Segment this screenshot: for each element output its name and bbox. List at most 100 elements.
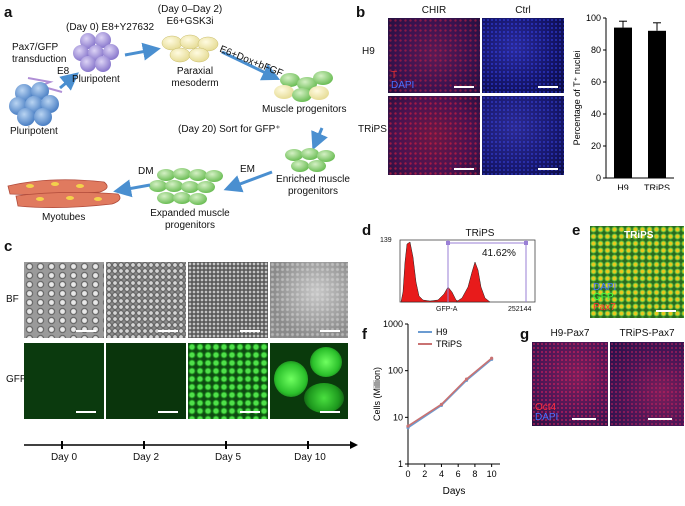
data-point <box>439 402 444 406</box>
scale-bar <box>454 86 474 88</box>
scale-bar <box>76 411 96 413</box>
image-bf-day2 <box>106 262 186 338</box>
differentiation-schematic <box>7 32 335 208</box>
growth-line-chart: 1 10 100 1000 0 2 4 6 8 10 Days Cells (Million) H9 TR… <box>372 319 500 497</box>
em-label: EM <box>240 164 255 175</box>
scale-bar <box>538 168 558 170</box>
y-tick-label: 20 <box>591 141 601 151</box>
y-axis-label: Cells (Million) <box>372 367 382 421</box>
scale-bar <box>656 310 676 312</box>
flow-cytometry-histogram <box>399 239 536 303</box>
image-h9-pax7-oct4: Oct4 DAPI <box>532 342 608 426</box>
image-h9-ctrl <box>482 18 564 93</box>
image-gfp-day5 <box>188 343 268 419</box>
image-bf-day10 <box>270 262 348 338</box>
y-tick-label: 10 <box>393 412 403 422</box>
stain-t-label: T <box>391 70 398 81</box>
x-tick-label: 8 <box>472 469 477 479</box>
scale-bar <box>158 330 178 332</box>
image-trips-chir <box>388 96 480 175</box>
day0-2-label: (Day 0–Day 2) E6+GSK3i <box>157 4 223 27</box>
scale-bar <box>538 86 558 88</box>
g-left-title: H9-Pax7 <box>550 328 590 339</box>
muscle-progenitor-cells <box>274 71 333 102</box>
panel-label-d: d <box>362 222 372 239</box>
scale-bar <box>320 330 340 332</box>
x-tick-label: H9 <box>617 183 629 190</box>
day-0-label: Day 0 <box>50 452 78 463</box>
myotubes-label: Myotubes <box>42 212 86 223</box>
transduction-label: Pax7/GFP transduction <box>12 42 67 65</box>
flow-xlabel: GFP-A <box>436 306 458 313</box>
g-dapi: DAPI <box>535 412 559 423</box>
e-pax7: Pax7 <box>593 302 616 313</box>
image-gfp-day10 <box>270 343 348 419</box>
sort-label: (Day 20) Sort for GFP⁺ <box>178 124 281 135</box>
paraxial-mesoderm-cells <box>161 34 219 63</box>
image-bf-day5 <box>188 262 268 338</box>
image-gfp-day0 <box>24 343 104 419</box>
timeline-axis <box>24 441 358 449</box>
row-gfp: GFP <box>6 374 27 385</box>
y-tick-label: 100 <box>388 366 403 376</box>
data-point <box>406 424 410 428</box>
muscle-progenitors-label: Muscle progenitors <box>262 104 347 115</box>
day-5-label: Day 5 <box>214 452 242 463</box>
enriched-progenitor-cells <box>285 148 335 172</box>
scale-bar <box>572 418 596 420</box>
panel-label-g: g <box>520 326 530 343</box>
scale-bar <box>240 330 260 332</box>
panel-label-a: a <box>4 4 13 21</box>
panel-label-c: c <box>4 238 13 255</box>
g-right-title: TRiPS-Pax7 <box>619 328 675 339</box>
flow-xmax: 252144 <box>508 306 532 313</box>
flow-gate-percent: 41.62% <box>482 248 516 259</box>
scale-bar <box>454 168 474 170</box>
data-point <box>464 377 469 381</box>
y-tick-label: 0 <box>596 173 601 183</box>
scale-bar <box>648 418 672 420</box>
day-10-label: Day 10 <box>294 452 326 463</box>
scale-bar <box>158 411 178 413</box>
y-tick-label: 60 <box>591 77 601 87</box>
x-tick-label: 4 <box>439 469 444 479</box>
y-tick-label: 100 <box>586 13 601 23</box>
expanded-label: Expanded muscle progenitors <box>150 208 230 231</box>
flow-ymax: 139 <box>380 237 392 244</box>
y-tick-label: 40 <box>591 109 601 119</box>
e-gfp: GFP <box>593 292 614 303</box>
e-title: TRiPS <box>624 230 654 241</box>
x-tick-label: 0 <box>405 469 410 479</box>
scale-bar <box>76 330 96 332</box>
y-tick-label: 1000 <box>383 319 403 329</box>
legend-label: TRiPS <box>436 339 462 349</box>
row-h9: H9 <box>362 46 375 57</box>
x-tick-label: TRiPS <box>644 183 670 190</box>
enriched-label: Enriched muscle progenitors <box>276 174 350 197</box>
panel-label-e: e <box>572 222 581 239</box>
pluripotent-mid-label: Pluripotent <box>72 74 120 85</box>
image-trips-ctrl <box>482 96 564 175</box>
bar <box>648 30 666 178</box>
paraxial-label: Paraxial mesoderm <box>171 66 219 89</box>
stain-dapi-label: DAPI <box>391 80 415 91</box>
x-axis-label: Days <box>443 486 466 497</box>
row-trips: TRiPS <box>358 124 387 135</box>
pluripotent-cells-left <box>9 82 59 126</box>
scale-bar <box>320 411 340 413</box>
y-tick-label: 1 <box>398 459 403 469</box>
data-point <box>490 356 494 360</box>
col-chir: CHIR <box>421 5 447 16</box>
x-tick-label: 2 <box>422 469 427 479</box>
bar-chart-t-nuclei: 0 20 40 60 80 100 H9 TRiPS Percentage of T⁺ nucl… <box>572 13 674 190</box>
y-axis-label: Percentage of T⁺ nuclei <box>572 51 582 146</box>
dm-label: DM <box>138 166 154 177</box>
row-bf: BF <box>6 294 19 305</box>
image-trips-pax7-oct4 <box>610 342 684 426</box>
pluripotent-cells-mid <box>73 32 119 72</box>
e8-label: E8 <box>57 66 70 77</box>
bar <box>614 27 632 178</box>
image-bf-day0 <box>24 262 104 338</box>
panel-label-f: f <box>362 326 367 343</box>
flow-title: TRiPS <box>465 228 495 239</box>
